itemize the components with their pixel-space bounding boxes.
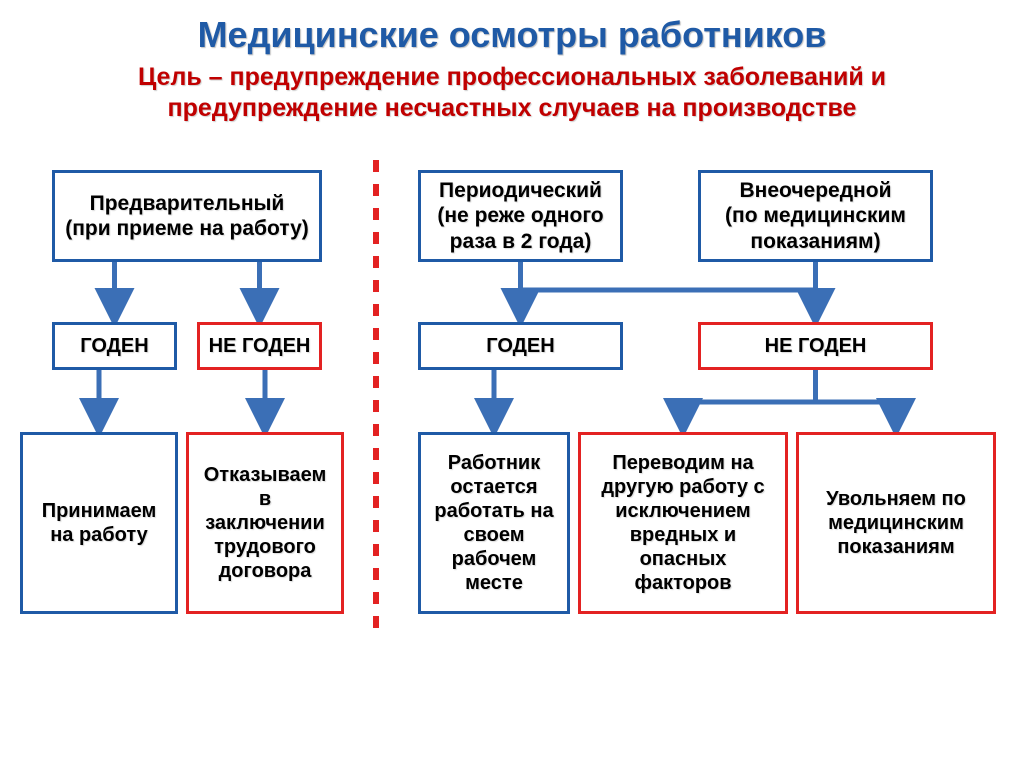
node-type1: Предварительный(при приеме на работу): [52, 170, 322, 262]
node-mid_g2: ГОДЕН: [418, 322, 623, 370]
node-out5: Увольняем по медицинским показаниям: [796, 432, 996, 614]
node-out1: Принимаем на работу: [20, 432, 178, 614]
node-out2: Отказываем в заключении трудового догово…: [186, 432, 344, 614]
node-type3: Внеочередной(по медицинским показаниям): [698, 170, 933, 262]
node-out4: Переводим на другую работу с исключением…: [578, 432, 788, 614]
divider: [373, 160, 379, 628]
node-mid_g1: ГОДЕН: [52, 322, 177, 370]
page-title: Медицинские осмотры работников: [0, 0, 1024, 56]
node-type2: Периодический(не реже одного раза в 2 го…: [418, 170, 623, 262]
node-mid_n2: НЕ ГОДЕН: [698, 322, 933, 370]
node-out3: Работник остается работать на своем рабо…: [418, 432, 570, 614]
page-subtitle: Цель – предупреждение профессиональных з…: [0, 56, 1024, 125]
node-mid_n1: НЕ ГОДЕН: [197, 322, 322, 370]
